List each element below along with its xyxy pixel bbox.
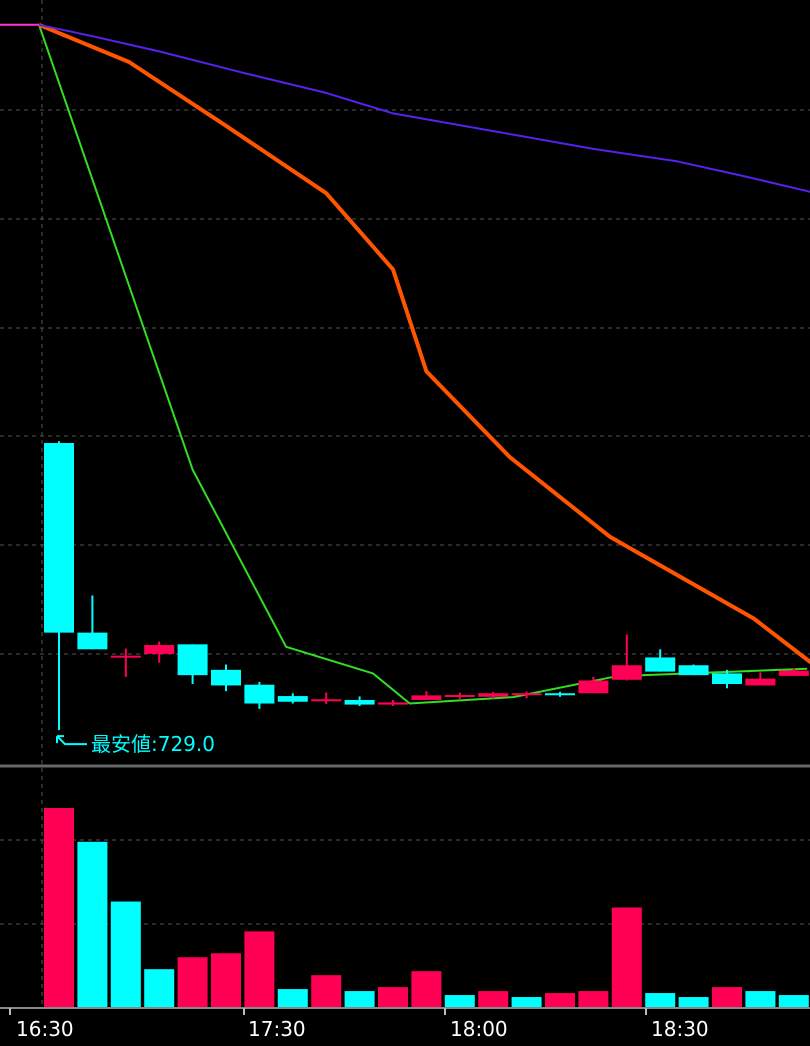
volume-bar (511, 997, 542, 1007)
volume-bar (778, 995, 809, 1007)
candle-body (712, 673, 742, 685)
volume-bar (344, 991, 375, 1007)
candle-body (211, 669, 241, 686)
lowest-price-annotation: 最安値:729.0 (56, 732, 215, 756)
volume-bar (144, 969, 175, 1007)
volume-bar (444, 995, 475, 1007)
candle-body (44, 443, 74, 633)
volume-bar (244, 931, 275, 1007)
volume-bar (277, 989, 308, 1007)
candle-body (177, 644, 208, 676)
short-moving-average-line (38, 24, 808, 705)
volume-bar (611, 907, 642, 1007)
volume-bar (411, 971, 442, 1007)
candlestick-series (44, 441, 809, 731)
candle-body (545, 693, 575, 696)
candle-body (611, 665, 642, 680)
candle-body (277, 696, 308, 702)
candle-body (645, 657, 676, 672)
candle-body (478, 693, 509, 697)
moving-average-lines (0, 22, 810, 705)
x-axis: 16:30 17:30 18:00 18:30 (16, 1017, 709, 1041)
candle-body (678, 665, 709, 676)
volume-bar (545, 993, 575, 1007)
candle-body (778, 670, 809, 676)
volume-bar (110, 901, 141, 1007)
candle-body (144, 645, 175, 654)
volume-bar (645, 993, 676, 1007)
long-moving-average-line (38, 23, 810, 193)
candle-body (411, 695, 442, 700)
mid-moving-average-line (38, 22, 810, 665)
annotation-arrow-icon (56, 735, 87, 746)
candle-body (578, 680, 609, 694)
volume-bar (712, 987, 742, 1007)
candle-body (378, 702, 408, 705)
x-tick-label: 17:30 (248, 1017, 306, 1041)
candle-body (77, 632, 108, 650)
candle-body (244, 684, 275, 704)
x-tick-label: 16:30 (16, 1017, 74, 1041)
volume-bar (77, 841, 108, 1007)
volume-bar (745, 991, 776, 1007)
volume-bars (44, 808, 809, 1007)
candle-body (745, 678, 776, 686)
x-tick-label: 18:30 (651, 1017, 709, 1041)
volume-bar (311, 975, 342, 1007)
candle-body (444, 695, 475, 698)
volume-bar (378, 987, 408, 1007)
volume-bar (578, 991, 609, 1007)
x-tick-label: 18:00 (450, 1017, 508, 1041)
volume-bar (211, 953, 241, 1007)
candle-body (110, 655, 141, 658)
volume-bar (678, 997, 709, 1007)
annotation-label: 最安値:729.0 (91, 732, 215, 756)
candle-body (511, 693, 542, 696)
volume-bar (177, 957, 208, 1007)
grid-lines (0, 0, 810, 1015)
volume-bar (478, 991, 509, 1007)
candle-body (311, 699, 342, 702)
volume-bar (44, 808, 74, 1007)
candle-body (344, 699, 375, 705)
